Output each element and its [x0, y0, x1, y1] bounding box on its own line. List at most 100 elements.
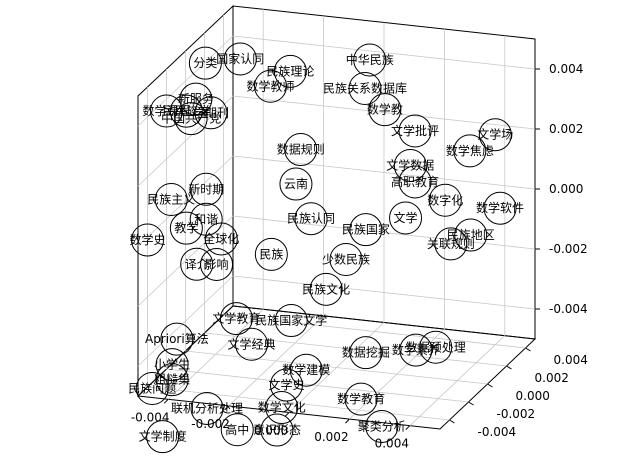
point-marker: [478, 118, 512, 152]
point-label: 联机分析处理: [171, 401, 243, 415]
data-point: 新时期: [188, 172, 224, 206]
point-marker: [135, 372, 169, 405]
point-marker: [194, 96, 228, 130]
data-point: 文学经典: [227, 327, 276, 361]
point-marker: [269, 368, 303, 402]
data-point: 民族主义: [147, 183, 195, 216]
data-point: 文学教育: [212, 302, 260, 336]
data-point: 民族地区: [447, 218, 495, 252]
point-marker: [353, 43, 387, 77]
x-tick-label: 0.004: [375, 437, 409, 451]
point-marker: [348, 72, 382, 105]
data-point: 数学课程: [142, 94, 191, 128]
z-grid-line-back: [232, 95, 536, 130]
x-tick-mark: [405, 425, 411, 431]
point-marker: [131, 223, 164, 257]
data-point: 国家认同: [216, 42, 264, 76]
point-label: 民族文化: [302, 281, 350, 296]
data-point: 影响: [200, 247, 234, 281]
data-point: 民族: [254, 237, 288, 271]
y-tick-label: -0.004: [478, 425, 517, 439]
data-point: 民族理论: [266, 54, 314, 88]
data-point: 数学软件: [476, 191, 524, 225]
point-label: 数学教师: [246, 78, 294, 93]
data-point: 数据预处理: [406, 330, 466, 364]
point-label: 数学课程: [142, 103, 190, 118]
point-label: 民族关系数据库: [323, 81, 407, 96]
z-tick-label: 0.000: [549, 182, 583, 196]
data-point: 文学制度: [139, 420, 187, 454]
y-tick-mark: [468, 401, 474, 406]
point-marker: [273, 54, 307, 88]
point-marker: [329, 243, 363, 276]
x-tick-label: 0.002: [314, 430, 348, 444]
point-marker: [289, 353, 323, 387]
point-label: 数学文化: [258, 400, 306, 415]
point-marker: [428, 183, 462, 217]
point-label: 文学: [394, 210, 418, 225]
point-marker: [260, 413, 294, 447]
point-marker: [398, 165, 432, 199]
point-label: 民族国家文学: [255, 313, 327, 328]
point-marker: [365, 409, 399, 443]
point-marker: [349, 336, 383, 370]
y-grid-line-floor: [185, 350, 488, 385]
data-point: 少数民族: [322, 243, 370, 276]
data-point: 数字化: [427, 183, 463, 217]
y-tick-mark: [506, 365, 512, 370]
y-tick-label: 0.004: [554, 353, 588, 367]
x-tick-mark: [345, 418, 350, 424]
data-point: 中华民族: [346, 43, 394, 77]
point-label: 文学批评: [391, 123, 439, 138]
data-point: 民族关系数据库: [323, 72, 407, 105]
point-label: 数学史: [129, 232, 165, 247]
point-marker: [294, 202, 328, 236]
point-marker: [434, 227, 468, 261]
data-point: 译介: [180, 247, 214, 281]
point-label: 数学焦虑: [446, 143, 494, 158]
data-point: 民民族学: [162, 94, 210, 128]
z-grid-line-left: [137, 155, 234, 247]
point-marker: [399, 333, 433, 367]
y-grid-line-floor: [166, 368, 469, 403]
data-point: 文学史: [268, 368, 304, 402]
data-points: 分类国家认同民族理论数学教师中华民族民族关系数据库数学教新服务数学课程民民族学中…: [128, 42, 524, 454]
point-marker: [274, 304, 308, 338]
point-marker: [188, 46, 222, 80]
point-marker: [309, 272, 343, 306]
data-point: 民族国家: [342, 213, 390, 247]
data-point: 高职教育: [391, 165, 439, 199]
axis-panes: [136, 4, 537, 430]
point-marker: [204, 222, 238, 256]
point-label: 数据规则: [277, 142, 325, 157]
point-label: 民族: [259, 247, 283, 261]
point-marker: [200, 247, 234, 281]
z-tick-label: 0.002: [549, 122, 583, 136]
point-label: 译介: [185, 257, 209, 271]
point-label: 数字化: [427, 192, 463, 207]
data-point: 高中: [220, 413, 254, 447]
data-point: 数据挖掘: [342, 336, 390, 370]
point-label: 文学史: [268, 377, 304, 392]
y-tick-label: 0.002: [535, 371, 569, 385]
point-label: 和谐: [194, 212, 218, 226]
data-point: 数学素养: [392, 333, 440, 367]
point-label: 数学素养: [392, 342, 440, 357]
data-point: 数学教育: [337, 382, 385, 416]
point-marker: [393, 148, 427, 182]
x-tick-label: 0.000: [254, 424, 288, 438]
y-tick-mark: [525, 347, 531, 352]
point-label: 数学教: [367, 102, 403, 117]
point-marker: [398, 114, 432, 148]
y-grid-line-floor: [223, 314, 526, 349]
point-label: 高中: [225, 422, 249, 437]
point-label: 影响: [205, 256, 229, 271]
point-label: 民族问题: [128, 382, 176, 396]
point-label: 新时期: [188, 181, 224, 196]
data-point: 民族认同: [287, 202, 335, 236]
point-label: 意识形态: [253, 422, 301, 437]
point-label: 云南: [284, 176, 308, 191]
point-marker: [254, 69, 287, 103]
point-marker: [179, 82, 213, 116]
z-tick-label: -0.004: [549, 302, 588, 316]
